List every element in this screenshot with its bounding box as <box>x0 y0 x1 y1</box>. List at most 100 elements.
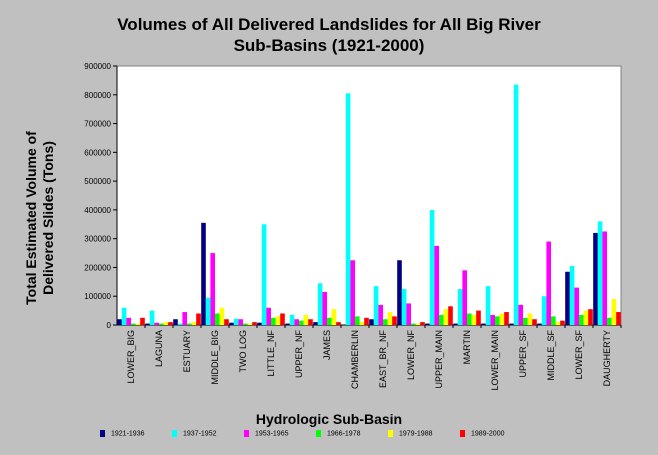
bar <box>117 319 122 325</box>
bar <box>257 322 262 325</box>
bar <box>448 306 453 325</box>
bar <box>243 323 248 325</box>
legend-label: 1979-1988 <box>399 430 433 438</box>
bar <box>317 283 323 325</box>
chart-title-line-2: Sub-Basins (1921-2000) <box>233 36 425 55</box>
bar <box>602 231 607 325</box>
bar <box>378 304 383 325</box>
x-tick-label: UPPER_MAIN <box>434 330 444 389</box>
bar <box>611 299 617 325</box>
bar <box>252 322 257 325</box>
legend-label: 1989-2000 <box>471 430 505 438</box>
bar <box>597 221 603 325</box>
bar <box>131 323 136 325</box>
bar <box>383 319 388 325</box>
x-tick-label: CHAMBERLIN <box>350 330 360 389</box>
bar <box>555 322 561 325</box>
bar <box>481 323 486 325</box>
bar <box>145 323 150 325</box>
bar <box>518 304 523 325</box>
bar <box>359 322 365 325</box>
plot-area <box>116 65 622 326</box>
bar <box>219 307 225 325</box>
bar <box>583 310 589 325</box>
bar <box>135 323 141 325</box>
bar <box>579 314 584 325</box>
bar <box>294 319 299 325</box>
x-tick-label: MARTIN <box>462 330 472 364</box>
bar <box>177 323 183 325</box>
bar <box>364 317 369 325</box>
bar <box>429 209 435 325</box>
bar <box>537 323 542 325</box>
bar <box>331 309 337 325</box>
bar <box>173 319 178 325</box>
bar <box>616 312 621 325</box>
bar <box>453 323 458 325</box>
legend-swatch <box>316 430 321 437</box>
y-tick-label: 0 <box>107 321 112 330</box>
bar <box>163 322 169 325</box>
y-tick-label: 500000 <box>84 177 111 186</box>
bar <box>467 313 472 325</box>
bar <box>401 289 407 325</box>
bar-chart: 0 100000 200000 300000 400000 500000 600000 700… <box>84 62 622 391</box>
bar <box>607 317 612 325</box>
bar <box>215 313 220 325</box>
y-tick-label: 800000 <box>84 91 111 100</box>
chart-title-line-1: Volumes of All Delivered Landslides for … <box>117 15 541 34</box>
bar <box>443 309 449 325</box>
bar <box>434 245 439 325</box>
bar <box>593 232 598 325</box>
bar <box>513 84 519 325</box>
bar <box>532 319 537 325</box>
bar <box>560 320 565 325</box>
bar <box>425 323 430 325</box>
bar <box>233 318 239 325</box>
bar <box>457 289 463 325</box>
y-tick-label: 100000 <box>84 292 111 301</box>
y-tick-label: 900000 <box>84 62 111 71</box>
bar <box>373 286 379 325</box>
bar <box>462 270 467 325</box>
legend-item: 1921-1936 <box>100 430 144 437</box>
legend-swatch <box>244 430 249 437</box>
bar <box>495 316 500 325</box>
bar <box>439 314 444 325</box>
x-tick-label: UPPER_SF <box>518 329 528 377</box>
bar <box>345 93 351 325</box>
legend-item: 1966-1978 <box>316 430 360 437</box>
bar <box>369 319 374 325</box>
bar <box>527 313 533 325</box>
legend-swatch <box>460 430 465 437</box>
bar <box>322 291 327 325</box>
bar <box>490 314 495 325</box>
bar <box>420 322 425 325</box>
bar <box>471 314 477 325</box>
bar <box>541 296 547 325</box>
bar <box>196 313 201 325</box>
y-tick-label: 300000 <box>84 235 111 244</box>
x-tick-label: LOWER_MAIN <box>490 330 500 391</box>
legend: 1921-1936 1937-1952 1953-1965 1966-1978 1979… <box>100 430 620 442</box>
bar <box>285 323 290 325</box>
bar <box>308 319 313 325</box>
bar <box>565 271 570 325</box>
bar <box>289 314 295 325</box>
bar <box>569 266 575 325</box>
x-tick-label: TWO LOG <box>238 330 248 373</box>
bar <box>182 312 187 325</box>
bar <box>149 310 155 325</box>
bar <box>224 319 229 325</box>
x-tick-label: LOWER_NF <box>406 330 416 381</box>
bar <box>411 323 416 325</box>
bar <box>168 322 173 325</box>
bar <box>261 224 267 325</box>
bar <box>574 287 579 325</box>
bar <box>229 322 234 325</box>
x-tick-label: MIDDLE_BIG <box>210 330 220 385</box>
bar <box>210 253 215 325</box>
chart-marks: 0 100000 200000 300000 400000 500000 600000 700… <box>84 62 622 391</box>
bar <box>280 313 285 325</box>
legend-item: 1989-2000 <box>460 430 504 437</box>
